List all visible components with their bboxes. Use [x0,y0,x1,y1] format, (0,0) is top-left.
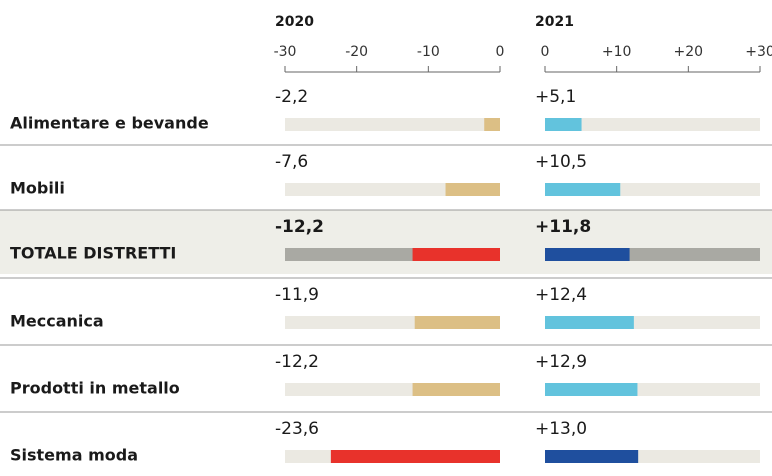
x-tick-label: -20 [345,44,368,60]
value-label: +13,0 [535,419,587,439]
value-label: -23,6 [275,419,319,439]
category-label: Sistema moda [10,446,138,465]
value-label: -11,9 [275,285,319,305]
bar [445,183,500,196]
bar [330,450,500,463]
bar [545,118,582,131]
value-label: -2,2 [275,87,308,107]
category-label: Prodotti in metallo [10,379,180,398]
bar [545,248,630,261]
bar [484,118,500,131]
value-label: -12,2 [275,352,319,372]
category-label: Meccanica [10,312,104,331]
bar [414,316,500,329]
value-label: -12,2 [275,217,324,237]
highlight-row [0,210,772,274]
bar-track [285,118,500,131]
bar [545,450,639,463]
x-tick-label: 0 [496,44,505,60]
panel-title: 2021 [535,14,574,30]
category-label: Mobili [10,179,65,198]
bar [545,183,621,196]
value-label: +11,8 [535,217,591,237]
value-label: -7,6 [275,152,308,172]
category-label: Alimentare e bevande [10,114,209,133]
bar [412,383,500,396]
value-label: +5,1 [535,87,576,107]
value-label: +10,5 [535,152,587,172]
category-label: TOTALE DISTRETTI [10,244,176,263]
bar-track [545,118,760,131]
x-tick-label: -30 [274,44,297,60]
x-tick-label: +10 [602,44,632,60]
bar [545,316,634,329]
x-tick-label: +30 [745,44,772,60]
value-label: +12,9 [535,352,587,372]
panel-title: 2020 [275,14,314,30]
bar [412,248,500,261]
bar [545,383,638,396]
x-tick-label: 0 [541,44,550,60]
x-tick-label: +20 [674,44,704,60]
x-tick-label: -10 [417,44,440,60]
value-label: +12,4 [535,285,587,305]
